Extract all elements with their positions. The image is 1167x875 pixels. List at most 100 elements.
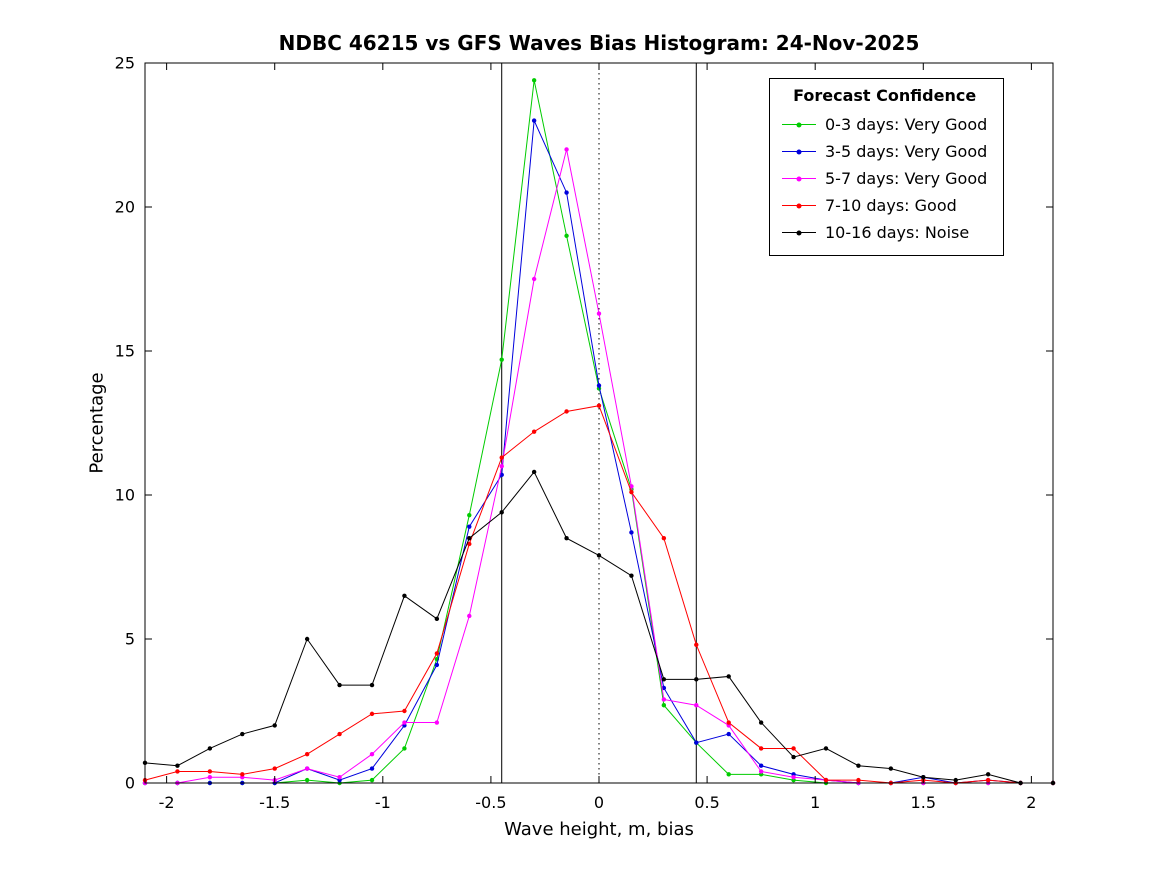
series-marker (823, 746, 829, 751)
series-marker (207, 746, 213, 751)
legend-line-swatch (782, 176, 816, 181)
x-tick-label: 2 (1026, 793, 1036, 812)
series-marker (791, 754, 796, 760)
x-tick-label: 1.5 (911, 793, 936, 812)
series-marker (402, 593, 407, 598)
series-marker (758, 720, 764, 725)
series-marker (694, 740, 699, 745)
series-marker (499, 472, 504, 478)
series-marker (272, 766, 277, 771)
x-tick-label: -0.5 (475, 793, 506, 812)
series-marker (434, 720, 440, 725)
series-marker (694, 677, 699, 682)
series-marker (467, 512, 472, 518)
series-marker (175, 769, 180, 774)
x-tick-label: -1 (375, 793, 391, 812)
y-tick-label: 15 (115, 342, 135, 361)
series-marker (564, 409, 569, 414)
series-marker (531, 78, 537, 83)
series-marker (953, 777, 958, 783)
y-tick-label: 10 (115, 486, 135, 505)
series-marker (434, 651, 440, 656)
series-marker (629, 489, 634, 495)
series-marker (369, 777, 375, 783)
series-marker (499, 464, 504, 469)
series-marker (596, 311, 602, 316)
series-marker (564, 190, 569, 195)
series-marker (726, 731, 731, 737)
x-axis-label: Wave height, m, bias (504, 819, 694, 840)
legend-entries: 0-3 days: Very Good 3-5 days: Very Good 5-… (782, 111, 987, 246)
series-marker (304, 752, 310, 757)
legend-entry: 0-3 days: Very Good (782, 111, 987, 138)
x-tick-label: 1 (810, 793, 820, 812)
series-marker (531, 429, 537, 434)
series-marker (531, 276, 537, 282)
series-marker (985, 772, 991, 777)
series-marker (207, 769, 213, 774)
series-marker (726, 772, 731, 777)
legend-entry: 7-10 days: Good (782, 192, 987, 219)
series-marker (434, 662, 440, 668)
series-marker (337, 775, 342, 780)
y-tick-label: 0 (125, 774, 135, 793)
series-marker (499, 357, 504, 362)
series-marker (985, 777, 991, 783)
series-marker (369, 766, 375, 771)
series-marker (402, 746, 407, 751)
legend-entry: 3-5 days: Very Good (782, 138, 987, 165)
x-tick-label: 0.5 (694, 793, 719, 812)
series-marker (402, 708, 407, 714)
legend-entry-label: 7-10 days: Good (825, 196, 957, 215)
legend-line-swatch (782, 122, 816, 127)
y-tick-label: 25 (115, 54, 135, 73)
legend-entry-label: 0-3 days: Very Good (825, 115, 988, 134)
chart-title: NDBC 46215 vs GFS Waves Bias Histogram: … (278, 31, 920, 55)
series-marker (175, 763, 180, 768)
legend-title: Forecast Confidence (793, 86, 977, 105)
series-marker (402, 720, 407, 725)
series-marker (856, 777, 861, 783)
series-marker (304, 777, 310, 783)
series-marker (694, 642, 699, 647)
series-marker (467, 541, 472, 547)
series-marker (888, 766, 894, 771)
series-marker (207, 775, 213, 780)
legend: Forecast Confidence 0-3 days: Very Good 3… (769, 78, 1005, 256)
series-marker (661, 677, 667, 682)
series-marker (467, 536, 472, 541)
legend-entry-label: 10-16 days: Noise (825, 223, 970, 242)
series-marker (564, 536, 569, 541)
legend-entry-label: 3-5 days: Very Good (825, 142, 988, 161)
series-marker (856, 763, 861, 768)
series-marker (531, 118, 537, 123)
series-marker (467, 613, 472, 619)
series-marker (823, 777, 829, 783)
series-marker (596, 553, 602, 558)
series-marker (629, 573, 634, 578)
x-tick-label: 0 (594, 793, 604, 812)
series-marker (758, 769, 764, 774)
legend-line-swatch (782, 203, 816, 208)
y-axis-label: Percentage (86, 372, 108, 474)
series-marker (304, 766, 310, 771)
series-marker (596, 403, 602, 408)
series-marker (758, 746, 764, 751)
x-tick-label: -2 (159, 793, 175, 812)
series-marker (499, 510, 504, 515)
series-marker (369, 682, 375, 688)
series-marker (661, 703, 667, 708)
series-marker (369, 711, 375, 717)
series-marker (467, 524, 472, 529)
series-marker (791, 746, 796, 751)
series-marker (564, 233, 569, 238)
legend-entry: 10-16 days: Noise (782, 219, 987, 246)
series-marker (661, 697, 667, 702)
series-marker (564, 147, 569, 152)
series-marker (337, 731, 342, 737)
series-marker (272, 723, 277, 728)
legend-line-swatch (782, 230, 816, 235)
x-tick-label: -1.5 (259, 793, 290, 812)
